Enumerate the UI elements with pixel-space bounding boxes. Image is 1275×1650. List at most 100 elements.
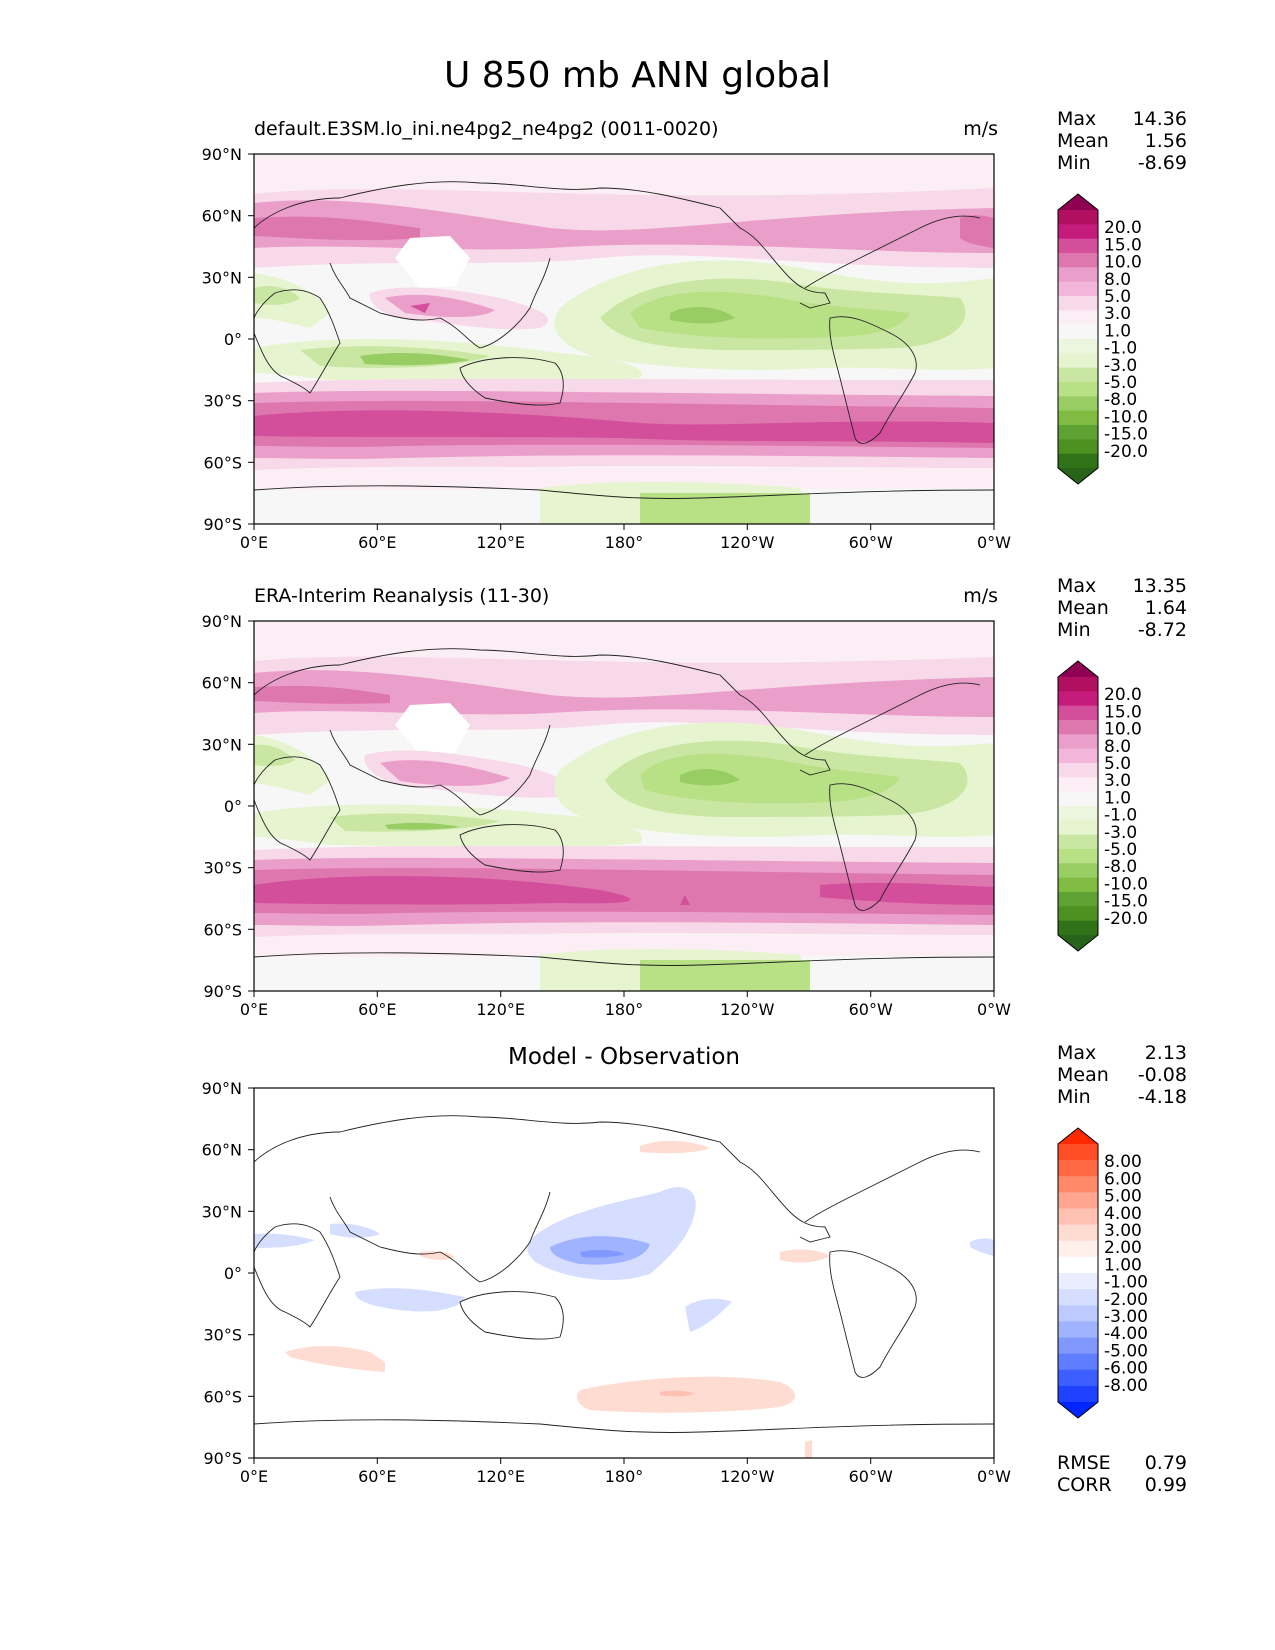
colorbar-segment bbox=[1058, 1385, 1098, 1403]
coastlines bbox=[254, 181, 994, 499]
contour-field bbox=[254, 621, 994, 991]
colorbar-segment bbox=[1058, 1369, 1098, 1387]
colorbar-segment bbox=[1058, 705, 1098, 721]
colorbar-segment bbox=[1058, 224, 1098, 240]
colorbar-segment bbox=[1058, 1337, 1098, 1355]
lon-tick-label: 60°W bbox=[849, 533, 893, 552]
colorbar-segment bbox=[1058, 906, 1098, 922]
colorbar-segment bbox=[1058, 1208, 1098, 1226]
panel-units: m/s bbox=[963, 585, 998, 607]
colorbar-segment bbox=[1058, 791, 1098, 807]
colorbar-tick-label: -15.0 bbox=[1104, 425, 1148, 445]
colorbar-outline bbox=[1057, 660, 1099, 952]
lon-tick-label: 0°E bbox=[240, 1000, 268, 1019]
lat-tick-label: 0° bbox=[224, 330, 242, 349]
lat-tick-label: 60°N bbox=[202, 674, 242, 693]
metrics-block: RMSE 0.79 CORR 0.99 bbox=[1057, 1452, 1187, 1496]
colorbar-segment bbox=[1058, 1273, 1098, 1290]
colorbar: 20.015.010.08.05.03.01.0-1.0-3.0-5.0-8.0… bbox=[1057, 193, 1148, 485]
colorbar-tick-label: -5.0 bbox=[1104, 840, 1137, 860]
colorbar-tick-label: -3.00 bbox=[1104, 1307, 1148, 1327]
colorbar-segment bbox=[1058, 849, 1098, 864]
colorbar-tick-label: 1.00 bbox=[1104, 1255, 1142, 1275]
colorbar-segment bbox=[1058, 267, 1098, 283]
colorbar-tick-label: -1.00 bbox=[1104, 1273, 1148, 1293]
coastlines bbox=[254, 1115, 994, 1433]
colorbar-segment bbox=[1058, 238, 1098, 254]
colorbar-tick-label: -5.00 bbox=[1104, 1341, 1148, 1361]
colorbar-tick-label: -8.0 bbox=[1104, 857, 1137, 877]
colorbar-segment bbox=[1058, 920, 1098, 936]
lon-axis: 0°E 60°E 120°E 180° 120°W 60°W 0°W bbox=[240, 991, 1011, 1019]
colorbar-outline bbox=[1057, 1127, 1099, 1419]
colorbar-tick-label: 2.00 bbox=[1104, 1238, 1142, 1258]
colorbar-tick-label: -6.00 bbox=[1104, 1359, 1148, 1379]
map-plot: 90°N 60°N 30°N 0° 30°S 60°S 90°S 0°E 60°… bbox=[202, 145, 1148, 552]
lat-tick-label: 90°S bbox=[203, 515, 242, 534]
colorbar-extension-max bbox=[1058, 661, 1098, 677]
stat-value: 1.56 bbox=[1144, 130, 1187, 152]
lon-tick-label: 0°W bbox=[977, 1467, 1011, 1486]
colorbar-tick-label: -15.0 bbox=[1104, 892, 1148, 912]
figure-title: U 850 mb ANN global bbox=[443, 55, 832, 96]
lat-tick-label: 30°S bbox=[203, 1326, 242, 1345]
colorbar-segment bbox=[1058, 1176, 1098, 1193]
colorbar-tick-label: 3.00 bbox=[1104, 1221, 1142, 1241]
lat-tick-label: 30°S bbox=[203, 859, 242, 878]
colorbar-segment bbox=[1058, 748, 1098, 764]
colorbar-segment bbox=[1058, 863, 1098, 879]
lon-tick-label: 60°W bbox=[849, 1000, 893, 1019]
colorbar-tick-label: 15.0 bbox=[1104, 235, 1142, 255]
lat-tick-label: 30°N bbox=[202, 735, 242, 754]
stat-label: Min bbox=[1057, 1086, 1091, 1108]
stats-block: Max 2.13 Mean -0.08 Min -4.18 bbox=[1057, 1042, 1187, 1108]
colorbar-segment bbox=[1058, 1160, 1098, 1177]
panel-title: Model - Observation bbox=[507, 1044, 741, 1070]
colorbar-tick-label: -20.0 bbox=[1104, 909, 1148, 929]
panel-difference: Model - Observation Max 2.13 Mean -0.08 Mi… bbox=[0, 1042, 1275, 1512]
colorbar-segment bbox=[1058, 281, 1098, 297]
lon-tick-label: 120°E bbox=[476, 533, 525, 552]
colorbar-tick-label: 20.0 bbox=[1104, 218, 1142, 238]
lon-tick-label: 60°E bbox=[358, 533, 396, 552]
lon-tick-label: 120°E bbox=[476, 1000, 525, 1019]
colorbar-segment bbox=[1058, 310, 1098, 326]
panel-title: ERA-Interim Reanalysis (11-30) bbox=[254, 585, 550, 607]
colorbar-segment bbox=[1058, 834, 1098, 850]
colorbar-segment bbox=[1058, 691, 1098, 707]
colorbar-segment bbox=[1058, 353, 1098, 369]
colorbar-segment bbox=[1058, 410, 1098, 426]
stats-block: Max 14.36 Mean 1.56 Min -8.69 bbox=[1057, 108, 1187, 174]
colorbar-segment bbox=[1058, 1289, 1098, 1306]
lon-tick-label: 120°E bbox=[476, 1467, 525, 1486]
lon-tick-label: 0°E bbox=[240, 1467, 268, 1486]
colorbar-tick-label: 3.0 bbox=[1104, 771, 1131, 791]
panel-title: default.E3SM.lo_ini.ne4pg2_ne4pg2 (0011-… bbox=[254, 118, 719, 140]
stat-label: Mean bbox=[1057, 130, 1109, 152]
colorbar-segment bbox=[1058, 296, 1098, 311]
colorbar-segment bbox=[1058, 425, 1098, 440]
stats-block: Max 13.35 Mean 1.64 Min -8.72 bbox=[1057, 575, 1187, 641]
colorbar-extension-min bbox=[1058, 468, 1098, 484]
colorbar-segment bbox=[1058, 253, 1098, 268]
colorbar-segment bbox=[1058, 892, 1098, 907]
lat-axis: 90°N 60°N 30°N 0° 30°S 60°S 90°S bbox=[202, 145, 254, 534]
lon-tick-label: 180° bbox=[605, 1467, 644, 1486]
colorbar-segment bbox=[1058, 877, 1098, 893]
lon-tick-label: 120°W bbox=[720, 1467, 775, 1486]
stat-label: Max bbox=[1057, 1042, 1097, 1064]
stat-value: -4.18 bbox=[1137, 1086, 1187, 1108]
stat-label: Max bbox=[1057, 108, 1097, 130]
colorbar-tick-label: 8.0 bbox=[1104, 737, 1131, 757]
colorbar: 20.015.010.08.05.03.01.0-1.0-3.0-5.0-8.0… bbox=[1057, 660, 1148, 952]
metric-label: CORR bbox=[1057, 1474, 1112, 1496]
stat-label: Min bbox=[1057, 152, 1091, 174]
stat-label: Mean bbox=[1057, 1064, 1109, 1086]
contour-field bbox=[254, 154, 994, 524]
colorbar-segment bbox=[1058, 1240, 1098, 1258]
colorbar-segment bbox=[1058, 734, 1098, 750]
colorbar-tick-label: -10.0 bbox=[1104, 407, 1148, 427]
colorbar-tick-label: -20.0 bbox=[1104, 442, 1148, 462]
map-plot: 90°N 60°N 30°N 0° 30°S 60°S 90°S 0°E 60°… bbox=[202, 1079, 1148, 1486]
colorbar-segment bbox=[1058, 1305, 1098, 1322]
